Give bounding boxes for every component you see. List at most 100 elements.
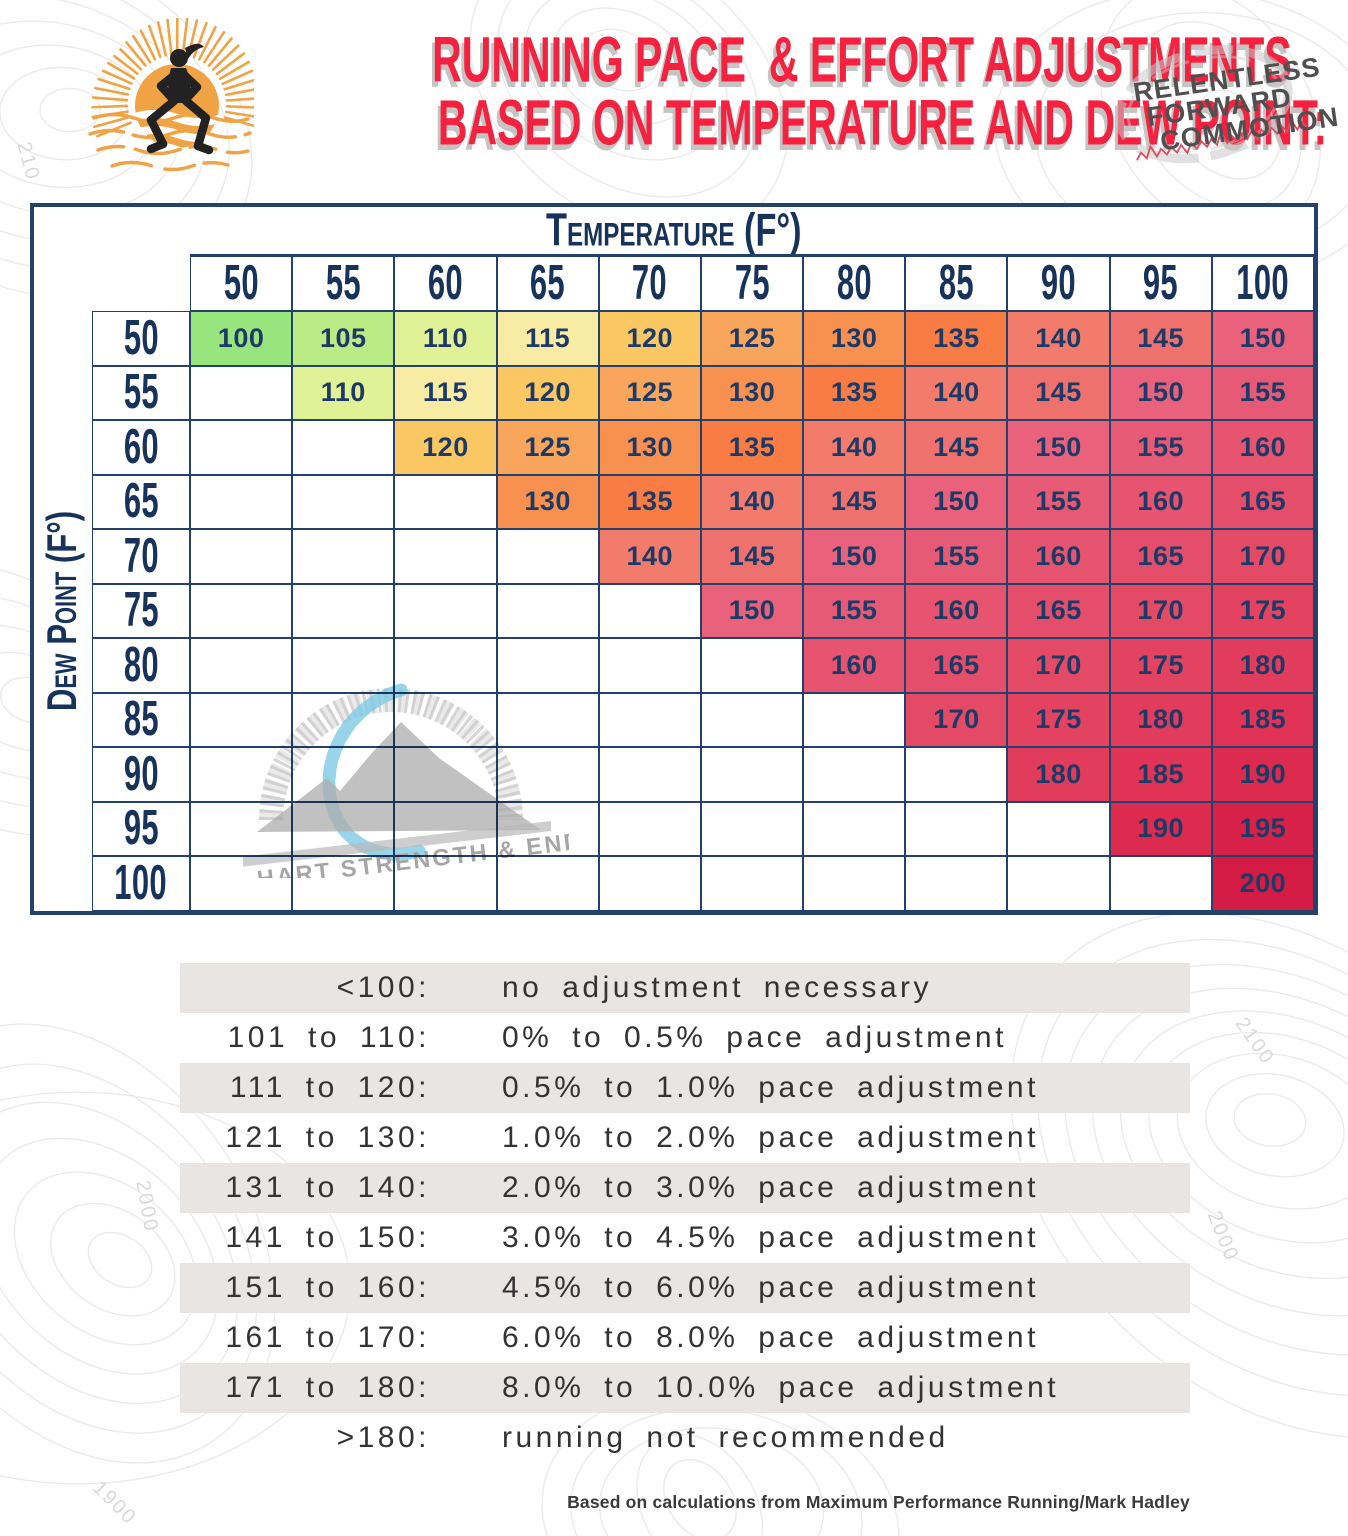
hart-strength-watermark: HART STRENGTH & ENDURANCE — [243, 683, 569, 878]
legend-row: 111 to 120: 0.5% to 1.0% pace adjustment — [180, 1063, 1190, 1113]
legend-description: 1.0% to 2.0% pace adjustment — [502, 1121, 1039, 1154]
grid-cell — [905, 801, 1008, 856]
grid-cell — [292, 529, 395, 584]
grid-cell: 190 — [1109, 801, 1212, 856]
water-waves-icon — [88, 112, 252, 172]
temp-col-header: 95 — [1109, 254, 1212, 311]
grid-cell: 185 — [1211, 692, 1314, 747]
grid-cell — [905, 747, 1008, 802]
grid-cell: 170 — [1007, 638, 1110, 693]
grid-cell: 155 — [1211, 365, 1314, 420]
grid-cell — [700, 801, 804, 856]
grid-cell — [496, 529, 599, 584]
dew-row-label: 95 — [92, 801, 190, 856]
grid-cell: 120 — [394, 420, 497, 475]
grid-cell: 160 — [1007, 529, 1110, 584]
grid-cell — [598, 583, 701, 638]
legend-row: 131 to 140: 2.0% to 3.0% pace adjustment — [180, 1163, 1190, 1213]
grid-cell: 160 — [803, 638, 906, 693]
grid-cell — [700, 692, 804, 747]
temp-col-header: 100 — [1211, 254, 1314, 311]
legend-description: 4.5% to 6.0% pace adjustment — [502, 1271, 1039, 1304]
grid-cell: 150 — [1211, 311, 1314, 366]
legend: <100: no adjustment necessary 101 to 110: 0… — [180, 963, 1190, 1463]
grid-cell — [394, 856, 497, 911]
grid-cell: 125 — [598, 365, 701, 420]
grid-cell: 195 — [1211, 801, 1314, 856]
grid-cell — [394, 474, 497, 529]
grid-cell — [700, 747, 804, 802]
grid-cell — [598, 856, 701, 911]
grid-cell: 150 — [1007, 420, 1110, 475]
grid-cell: 135 — [598, 474, 701, 529]
grid-cell — [598, 638, 701, 693]
grid-cell — [394, 583, 497, 638]
dew-row-label: 50 — [92, 310, 190, 366]
watermark-underline — [243, 821, 551, 867]
grid-cell: 175 — [1007, 692, 1110, 747]
legend-range: 151 to 160: — [225, 1271, 430, 1304]
grid-cell — [598, 801, 701, 856]
grid-cell — [803, 856, 906, 911]
legend-description: 3.0% to 4.5% pace adjustment — [502, 1221, 1039, 1254]
temp-col-header: 65 — [496, 254, 599, 311]
relentless-forward-commotion-logo: RELENTLESS FORWARD COMMOTION — [1104, 26, 1341, 185]
grid-cell: 165 — [1109, 529, 1212, 584]
legend-range: 131 to 140: — [225, 1171, 430, 1204]
temp-col-header: 80 — [803, 254, 906, 311]
grid-cell: 125 — [700, 311, 804, 366]
grid-cell: 170 — [1109, 583, 1212, 638]
grid-cell — [190, 638, 293, 693]
grid-cell: 130 — [598, 420, 701, 475]
grid-cell: 160 — [905, 583, 1008, 638]
legend-range: >180: — [336, 1421, 430, 1454]
legend-row: 121 to 130: 1.0% to 2.0% pace adjustment — [180, 1113, 1190, 1163]
grid-cell — [292, 638, 395, 693]
grid-cell: 150 — [905, 474, 1008, 529]
grid-cell — [803, 747, 906, 802]
grid-cell: 110 — [292, 365, 395, 420]
legend-range: 101 to 110: — [227, 1021, 430, 1054]
dew-row-label: 60 — [92, 419, 190, 475]
grid-cell: 155 — [1007, 474, 1110, 529]
sun-rays-icon — [91, 18, 254, 138]
grid-cell: 145 — [905, 420, 1008, 475]
grid-cell: 200 — [1211, 856, 1314, 911]
grid-cell: 135 — [803, 365, 906, 420]
grid-cell: 130 — [803, 311, 906, 366]
page-title: RUNNING PACE & EFFORT ADJUSTMENTS BASED … — [265, 25, 1328, 160]
grid-cell — [598, 692, 701, 747]
grid-cell — [190, 692, 293, 747]
legend-row: <100: no adjustment necessary — [180, 963, 1190, 1013]
temp-col-header: 90 — [1007, 254, 1110, 311]
grid-cell: 145 — [1007, 365, 1110, 420]
grid-cell: 145 — [1109, 311, 1212, 366]
grid-cell: 155 — [803, 583, 906, 638]
legend-range: 141 to 150: — [225, 1221, 430, 1254]
grid-cell: 115 — [394, 365, 497, 420]
legend-range: 121 to 130: — [225, 1121, 430, 1154]
grid-cell: 125 — [496, 420, 599, 475]
legend-row: >180: running not recommended — [180, 1413, 1190, 1463]
grid-cell — [496, 692, 599, 747]
grid-cell: 115 — [496, 311, 599, 366]
temp-col-header: 50 — [190, 254, 293, 311]
legend-range: 171 to 180: — [225, 1371, 430, 1404]
grid-cell: 135 — [700, 420, 804, 475]
grid-cell: 160 — [1109, 474, 1212, 529]
grid-cell: 180 — [1211, 638, 1314, 693]
legend-description: 2.0% to 3.0% pace adjustment — [502, 1171, 1039, 1204]
dew-row-label: 65 — [92, 474, 190, 529]
dew-row-label: 70 — [92, 528, 190, 584]
grunge-circle-icon — [1114, 45, 1309, 164]
title-line-2: BASED ON TEMPERATURE AND DEW POINT: — [437, 87, 1328, 160]
dew-point-axis-title: Dew Point (F°) — [39, 510, 86, 712]
grid-cell — [190, 420, 293, 475]
grid-cell — [496, 638, 599, 693]
grid-cell: 100 — [190, 311, 293, 366]
grid-cell: 140 — [803, 420, 906, 475]
grid-cell — [190, 856, 293, 911]
legend-description: 0.5% to 1.0% pace adjustment — [502, 1071, 1039, 1104]
grid-cell — [292, 856, 395, 911]
